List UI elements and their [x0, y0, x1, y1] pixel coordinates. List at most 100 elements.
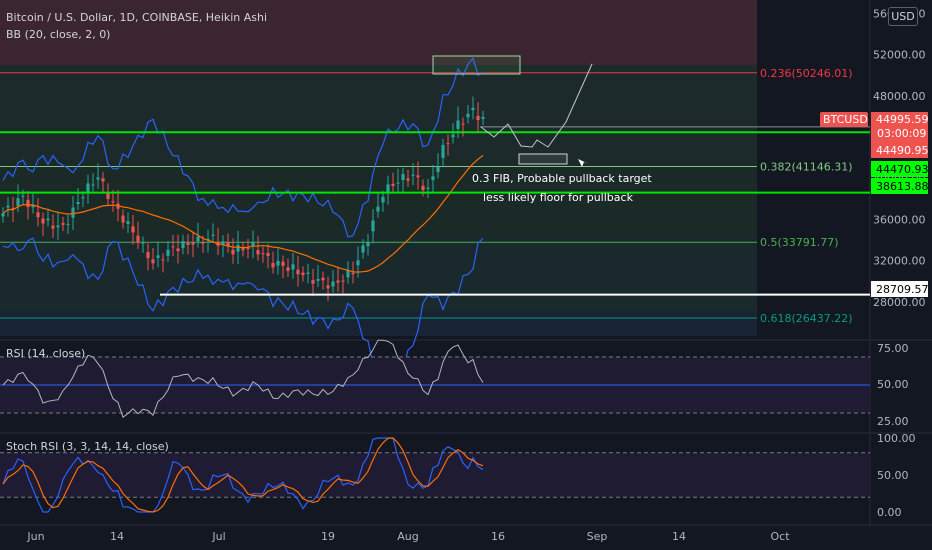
- pullback-box: [518, 153, 568, 165]
- stoch-rsi-label[interactable]: Stoch RSI (3, 3, 14, 14, close): [6, 440, 169, 453]
- price-tick-label: 28000.00: [873, 296, 926, 309]
- candle-body: [106, 192, 110, 200]
- price-tag-label-level-44470: 44470.93: [876, 163, 929, 176]
- price-tag-level-28709: [871, 281, 928, 297]
- candle-body: [146, 252, 150, 259]
- rsi-tick-label: 25.00: [877, 415, 909, 428]
- candle-body: [111, 201, 115, 203]
- candle-body: [96, 177, 100, 180]
- bb-basis-line: [2, 154, 484, 273]
- rsi-label[interactable]: RSI (14, close): [6, 347, 86, 360]
- candle-body: [201, 241, 205, 244]
- rsi-tick-label: 75.00: [877, 342, 909, 355]
- candle-body: [316, 279, 320, 281]
- candle-body: [466, 113, 470, 118]
- candle-body: [246, 247, 250, 250]
- candle-body: [381, 196, 385, 203]
- currency-button[interactable]: USD: [888, 7, 918, 26]
- time-tick-label: 14: [110, 530, 124, 543]
- time-tick-label: Aug: [397, 530, 418, 543]
- candle-body: [461, 123, 465, 125]
- stoch-tick-label: 0.00: [877, 506, 902, 519]
- candle-body: [456, 120, 460, 129]
- candle-body: [421, 185, 425, 191]
- btc-symbol-tag: [820, 112, 868, 127]
- candle-body: [401, 174, 405, 181]
- price-tick-label: 36000.00: [873, 214, 926, 227]
- candle-body: [261, 253, 265, 255]
- bb-upper-line: [2, 56, 484, 238]
- candle-body: [286, 267, 290, 271]
- candle-body: [21, 195, 25, 197]
- candle-body: [161, 259, 165, 261]
- candle-body: [256, 250, 260, 255]
- candle-body: [271, 262, 275, 268]
- candle-body: [46, 218, 50, 221]
- price-pane: 0.236(50246.01) 0.382(41146.31) 0.5(33791.…: [0, 0, 932, 526]
- candle-body: [141, 242, 145, 244]
- price-tick-label: 32000.00: [873, 255, 926, 268]
- btc-symbol-label: BTCUSD: [823, 113, 868, 126]
- price-tick-label: 52000.00: [873, 49, 926, 62]
- candle-body: [376, 206, 380, 212]
- candle-body: [306, 272, 310, 274]
- candle-body: [221, 241, 225, 245]
- stoch-tick-label: 100.00: [877, 432, 916, 445]
- fib-label-0: 0.236(50246.01): [760, 67, 853, 80]
- time-axis: Jun 14 Jul 19 Aug 16 Sep 14 Oct: [26, 530, 790, 543]
- rsi-pane: 75.00 50.00 25.00: [0, 339, 909, 428]
- candle-body: [186, 242, 190, 245]
- candle-body: [251, 241, 255, 246]
- candle-body: [426, 187, 430, 189]
- time-tick-label: Jun: [26, 530, 44, 543]
- candle-body: [16, 198, 20, 206]
- candle-body: [431, 176, 435, 180]
- candle-body: [416, 175, 420, 178]
- candle-body: [436, 166, 440, 173]
- candle-body: [211, 234, 215, 236]
- candle-body: [191, 242, 195, 245]
- candle-body: [41, 218, 45, 224]
- price-tag-label-level-38613: 38613.88: [876, 180, 929, 193]
- candle-body: [326, 285, 330, 289]
- candle-body: [56, 225, 60, 228]
- candle-body: [331, 281, 335, 287]
- projection-path: [480, 63, 593, 148]
- target-box: [432, 55, 521, 75]
- stoch-tick-label: 50.00: [877, 469, 909, 482]
- candle-body: [26, 199, 30, 208]
- price-tag-level-38613: [871, 178, 928, 194]
- price-tag-level-44490: [871, 142, 928, 158]
- rsi-line: [2, 339, 484, 419]
- rsi-tick-label: 50.00: [877, 378, 909, 391]
- annotation-pullback-target: 0.3 FIB, Probable pullback target: [472, 172, 652, 185]
- time-tick-label: Oct: [770, 530, 790, 543]
- candle-body: [181, 241, 185, 249]
- time-tick-label: 14: [672, 530, 686, 543]
- time-tick-label: Jul: [211, 530, 225, 543]
- candle-body: [171, 246, 175, 248]
- candle-body: [301, 272, 305, 276]
- candle-body: [296, 269, 300, 275]
- candle-body: [66, 223, 70, 225]
- candle-body: [476, 115, 480, 121]
- candle-body: [31, 204, 35, 208]
- candle-body: [481, 117, 485, 119]
- candle-body: [126, 221, 130, 224]
- stoch-d-line: [2, 437, 484, 513]
- candle-body: [86, 183, 90, 192]
- candle-body: [231, 249, 235, 255]
- candle-body: [276, 260, 280, 266]
- candle-body: [361, 245, 365, 253]
- candle-body: [411, 174, 415, 176]
- time-tick-label: Sep: [587, 530, 608, 543]
- btc-price-value: 44995.59: [876, 113, 929, 126]
- price-tick-label: 48000.00: [873, 90, 926, 103]
- candle-body: [236, 244, 240, 252]
- candle-body: [336, 280, 340, 283]
- bb-indicator-label[interactable]: BB (20, close, 2, 0): [6, 28, 111, 41]
- btc-countdown: 03:00:09: [877, 127, 926, 140]
- candle-body: [206, 238, 210, 241]
- candle-body: [356, 260, 360, 266]
